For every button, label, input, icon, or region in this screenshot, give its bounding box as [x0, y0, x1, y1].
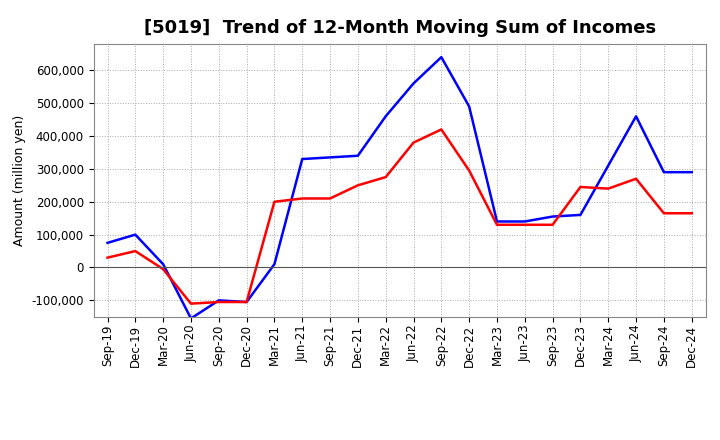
Ordinary Income [409, 81, 418, 86]
Ordinary Income [131, 232, 140, 237]
Ordinary Income [437, 55, 446, 60]
Net Income [492, 222, 501, 227]
Ordinary Income [576, 212, 585, 217]
Ordinary Income [688, 169, 696, 175]
Ordinary Income [549, 214, 557, 219]
Net Income [549, 222, 557, 227]
Ordinary Income [325, 155, 334, 160]
Ordinary Income [492, 219, 501, 224]
Net Income [354, 183, 362, 188]
Ordinary Income [465, 104, 474, 109]
Net Income [103, 255, 112, 260]
Line: Ordinary Income: Ordinary Income [107, 57, 692, 319]
Net Income [242, 299, 251, 304]
Net Income [521, 222, 529, 227]
Ordinary Income [382, 114, 390, 119]
Net Income [298, 196, 307, 201]
Ordinary Income [604, 163, 613, 168]
Ordinary Income [103, 240, 112, 246]
Net Income [325, 196, 334, 201]
Net Income [688, 211, 696, 216]
Net Income [382, 175, 390, 180]
Net Income [631, 176, 640, 181]
Net Income [437, 127, 446, 132]
Title: [5019]  Trend of 12-Month Moving Sum of Incomes: [5019] Trend of 12-Month Moving Sum of I… [143, 19, 656, 37]
Net Income [186, 301, 195, 306]
Net Income [270, 199, 279, 205]
Ordinary Income [215, 298, 223, 303]
Net Income [660, 211, 668, 216]
Net Income [409, 140, 418, 145]
Net Income [604, 186, 613, 191]
Line: Net Income: Net Income [107, 129, 692, 304]
Ordinary Income [660, 169, 668, 175]
Ordinary Income [354, 153, 362, 158]
Ordinary Income [159, 261, 168, 267]
Y-axis label: Amount (million yen): Amount (million yen) [13, 115, 26, 246]
Ordinary Income [631, 114, 640, 119]
Ordinary Income [521, 219, 529, 224]
Net Income [576, 184, 585, 190]
Ordinary Income [270, 261, 279, 267]
Net Income [159, 267, 168, 272]
Ordinary Income [186, 316, 195, 321]
Ordinary Income [298, 156, 307, 161]
Net Income [131, 249, 140, 254]
Net Income [465, 168, 474, 173]
Net Income [215, 299, 223, 304]
Ordinary Income [242, 299, 251, 304]
